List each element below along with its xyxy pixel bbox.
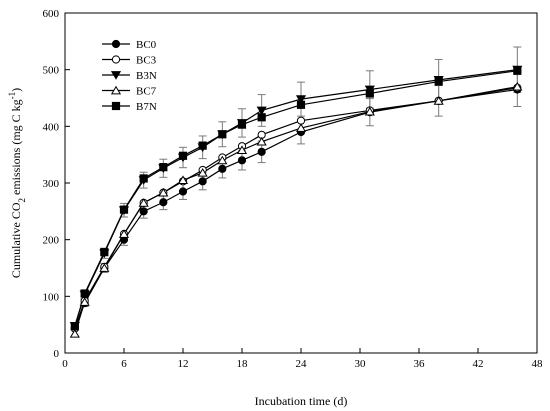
legend-label-BC3: BC3 — [136, 55, 157, 67]
point-BC0-8 — [218, 164, 227, 173]
y-tick-label-100: 100 — [43, 291, 60, 303]
axis-ticks-layer: 0 6 12 18 24 30 36 42 48 0 100 200 300 400 500 600 — [43, 8, 544, 370]
x-tick-label-6: 6 — [121, 358, 127, 370]
y-axis-title-sup: -1 — [7, 92, 17, 100]
point-BC7-0 — [69, 328, 80, 338]
point-BC7-2 — [99, 263, 110, 272]
point-BC0-10 — [257, 147, 266, 156]
point-BC7-7 — [197, 168, 208, 177]
point-B7N-7 — [198, 141, 207, 150]
legend-marker-BC7 — [110, 85, 122, 95]
point-BC7-12 — [364, 106, 375, 116]
x-tick-label-12: 12 — [178, 358, 189, 370]
y-tick-label-500: 500 — [43, 65, 60, 77]
y-tick-label-600: 600 — [43, 8, 60, 20]
point-B7N-0 — [70, 322, 79, 331]
point-B7N-3 — [119, 205, 129, 214]
y-axis-title-part-a: Cumulative CO — [9, 202, 23, 278]
point-B7N-12 — [365, 89, 374, 98]
point-B7N-10 — [257, 113, 266, 122]
y-tick-label-300: 300 — [43, 178, 60, 190]
legend-label-B7N: B7N — [136, 101, 157, 113]
y-tick-label-400: 400 — [43, 121, 60, 133]
point-BC7-11 — [295, 123, 307, 132]
point-BC7-8 — [217, 155, 228, 165]
y-axis-title-part-b: emissions (mg C kg — [9, 99, 23, 198]
point-B7N-11 — [296, 100, 306, 109]
y-axis-title: Cumulative CO2 emissions (mg C kg-1) — [7, 88, 27, 278]
markers-layer — [69, 65, 523, 338]
point-BC7-6 — [177, 175, 189, 185]
point-BC7-14 — [512, 81, 523, 91]
y-tick-label-200: 200 — [43, 235, 60, 247]
point-BC7-1 — [79, 297, 90, 306]
point-BC0-7 — [198, 177, 207, 186]
y-tick-label-0: 0 — [54, 348, 60, 360]
x-axis-title: Incubation time (d) — [255, 394, 348, 408]
legend-marker-BC0 — [111, 39, 121, 49]
x-tick-label-30: 30 — [355, 358, 367, 370]
point-BC0-6 — [178, 187, 188, 196]
legend: BC0 BC3 B3N BC7 B7N — [102, 39, 157, 113]
point-BC7-4 — [138, 198, 149, 207]
x-tick-label-18: 18 — [237, 358, 249, 370]
point-BC0-9 — [237, 156, 247, 165]
y-axis-title-part-c: ) — [9, 88, 23, 92]
point-BC7-5 — [158, 187, 169, 197]
point-B7N-1 — [80, 289, 89, 298]
legend-label-BC7: BC7 — [136, 86, 157, 98]
x-tick-label-36: 36 — [414, 358, 426, 370]
point-BC7-10 — [256, 136, 267, 146]
point-BC0-5 — [159, 198, 168, 207]
point-BC7-3 — [118, 229, 130, 238]
legend-marker-B3N — [110, 71, 122, 80]
legend-marker-BC3 — [111, 55, 121, 64]
point-B3N-11 — [295, 95, 307, 104]
point-BC0-4 — [139, 207, 148, 216]
point-B7N-6 — [178, 151, 188, 160]
legend-label-BC0: BC0 — [136, 39, 157, 51]
legend-label-B3N: B3N — [136, 70, 157, 82]
point-B7N-14 — [513, 66, 522, 75]
point-B7N-8 — [218, 130, 227, 139]
x-tick-label-24: 24 — [296, 358, 308, 370]
point-B3N-10 — [256, 106, 267, 116]
point-B7N-5 — [159, 163, 168, 172]
point-B7N-4 — [139, 174, 148, 183]
x-tick-label-42: 42 — [473, 358, 484, 370]
x-tick-label-48: 48 — [532, 358, 544, 370]
point-BC7-13 — [433, 96, 444, 105]
point-B7N-9 — [237, 120, 247, 129]
point-BC7-9 — [236, 145, 248, 154]
legend-marker-B7N — [111, 101, 121, 111]
point-B7N-13 — [434, 77, 443, 86]
x-tick-label-0: 0 — [62, 358, 68, 370]
y-axis-title-sub: 2 — [17, 198, 27, 203]
point-BC3-11 — [296, 116, 306, 125]
point-B7N-2 — [100, 248, 109, 257]
